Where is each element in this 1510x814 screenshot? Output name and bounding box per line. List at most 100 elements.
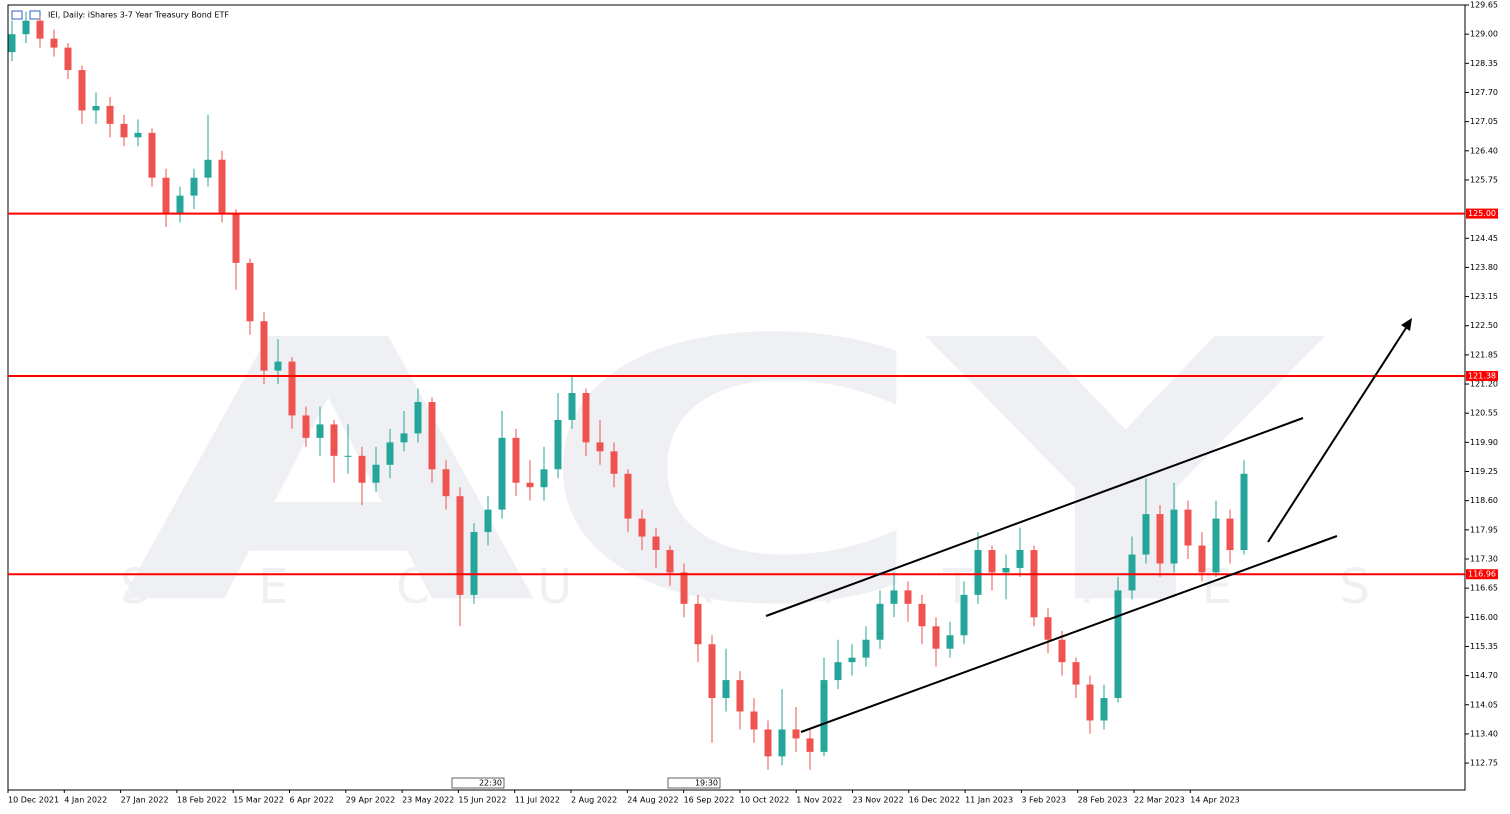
level-label: 125.00 (1468, 209, 1496, 218)
candle-body (736, 680, 744, 712)
y-tick-label: 119.90 (1470, 438, 1498, 447)
time-marker: 19:30 (695, 779, 718, 788)
candle-body (722, 680, 730, 699)
candle-body (750, 711, 758, 730)
y-tick-label: 123.15 (1470, 292, 1498, 301)
icon (11, 10, 23, 20)
level-label: 121.38 (1468, 371, 1496, 380)
y-tick-label: 117.30 (1470, 554, 1498, 563)
trend-arrow (1267, 327, 1407, 543)
candle-body (806, 738, 814, 752)
y-tick-label: 119.25 (1470, 467, 1498, 476)
candle-body (92, 105, 100, 111)
candle-body (568, 393, 576, 420)
candle-body (596, 442, 604, 452)
candle-body (680, 572, 688, 604)
candle-body (876, 603, 884, 640)
candle-body (204, 159, 212, 178)
candle-body (232, 213, 240, 263)
candle-body (778, 729, 786, 757)
y-tick-label: 127.05 (1470, 117, 1498, 126)
y-tick-label: 114.05 (1470, 700, 1498, 709)
time-marker-box (451, 777, 505, 789)
candle-body (848, 657, 856, 663)
candle-body (1016, 550, 1024, 568)
x-tick-label: 28 Feb 2023 (1078, 796, 1128, 805)
candle-body (498, 437, 506, 510)
candle-body (1044, 617, 1052, 640)
candle-body (218, 159, 226, 214)
x-tick-label: 15 Jun 2022 (458, 796, 506, 805)
candle-body (1030, 550, 1038, 618)
candle-body (8, 34, 16, 53)
y-tick-label: 128.35 (1470, 59, 1498, 68)
y-tick-label: 122.50 (1470, 321, 1498, 330)
x-tick-label: 27 Jan 2022 (121, 796, 169, 805)
x-tick-label: 22 Mar 2023 (1134, 796, 1185, 805)
candle-body (386, 442, 394, 465)
candle-body (764, 729, 772, 757)
y-tick-label: 124.45 (1470, 234, 1498, 243)
y-tick-label: 112.75 (1470, 759, 1498, 768)
y-tick-label: 126.40 (1470, 146, 1498, 155)
y-tick-label: 117.95 (1470, 525, 1498, 534)
candle-body (1058, 639, 1066, 663)
candle-body (344, 455, 352, 457)
x-tick-label: 6 Apr 2022 (290, 796, 334, 805)
candle-body (470, 532, 478, 595)
candle-body (890, 590, 898, 604)
candle-body (190, 177, 198, 196)
candle-body (1156, 514, 1164, 564)
candle-body (792, 729, 800, 739)
candle-body (918, 603, 926, 627)
level-label-box (1466, 208, 1498, 219)
candle-body (834, 662, 842, 681)
watermark-logo: ACY (120, 264, 1326, 683)
candle-body (372, 464, 380, 483)
candle-body (1002, 567, 1010, 573)
candle-body (1114, 590, 1122, 699)
y-tick-label: 118.60 (1470, 496, 1498, 505)
plot-frame (7, 4, 1466, 791)
x-tick-label: 16 Sep 2022 (684, 796, 735, 805)
y-tick-label: 129.65 (1470, 1, 1498, 10)
candle-body (148, 132, 156, 178)
y-tick-label: 114.70 (1470, 671, 1498, 680)
candle-body (120, 123, 128, 138)
candle-body (1184, 509, 1192, 546)
y-tick-label: 121.85 (1470, 350, 1498, 359)
candle-body (358, 455, 366, 483)
arrow-head (1401, 318, 1412, 331)
candle-body (862, 639, 870, 658)
candle-body (246, 262, 254, 322)
y-tick-label: 121.20 (1470, 380, 1498, 389)
candle-body (456, 496, 464, 595)
x-tick-label: 10 Dec 2021 (8, 796, 59, 805)
candle-body (428, 401, 436, 470)
x-tick-label: 18 Feb 2022 (177, 796, 227, 805)
candle-body (316, 424, 324, 438)
candle-body (624, 473, 632, 519)
candle-body (904, 590, 912, 604)
y-tick-label: 115.35 (1470, 642, 1498, 651)
candle-body (330, 424, 338, 456)
candle-body (260, 321, 268, 371)
candle-body (22, 20, 30, 35)
y-tick-label: 113.40 (1470, 729, 1498, 738)
x-tick-label: 10 Oct 2022 (740, 796, 789, 805)
candle-body (288, 361, 296, 416)
x-tick-label: 2 Aug 2022 (571, 796, 617, 805)
candle-body (1100, 698, 1108, 721)
candle-body (512, 437, 520, 483)
time-marker: 22:30 (479, 779, 502, 788)
y-tick-label: 120.55 (1470, 409, 1498, 418)
candle-body (554, 419, 562, 470)
candle-body (932, 626, 940, 649)
candle-body (946, 635, 954, 649)
x-tick-label: 23 Nov 2022 (853, 796, 904, 805)
candle-body (610, 451, 618, 474)
candle-body (694, 603, 702, 645)
candle-body (176, 195, 184, 214)
x-tick-label: 1 Nov 2022 (796, 796, 842, 805)
